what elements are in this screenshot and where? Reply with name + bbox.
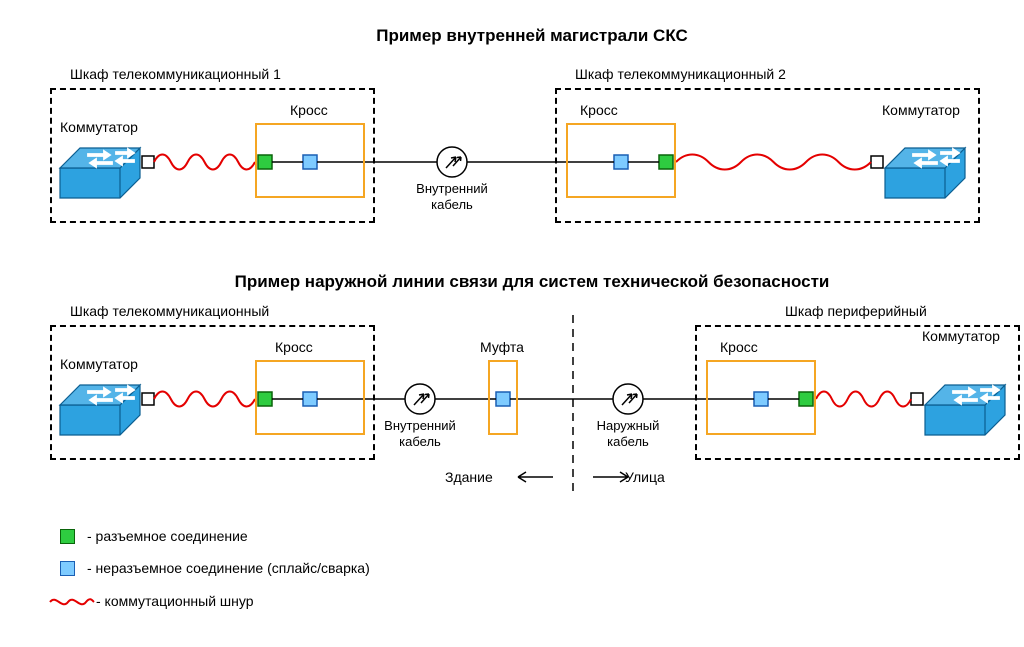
cross-1-1-label: Кросс [290,102,328,118]
title-2: Пример наружной линии связи для систем т… [20,272,1024,292]
cabinet-1-2-label: Шкаф телекоммуникационный 2 [575,66,786,82]
cabinet-2-2-label: Шкаф периферийный [785,303,927,319]
cross-1-1 [255,123,365,198]
mufta-box [488,360,518,435]
cross-2-2-label: Кросс [720,339,758,355]
green-square-icon [60,529,75,544]
diagram-root: { "colors": { "black": "#000000", "orang… [20,20,1024,627]
title-1: Пример внутренней магистрали СКС [20,26,1024,46]
legend-1: - разъемное соединение [60,528,248,544]
cable-1-label: Внутренний кабель [412,181,492,212]
switch-2-1-label: Коммутатор [60,356,138,372]
blue-square-icon [60,561,75,576]
mufta-label: Муфта [480,339,524,355]
cross-1-2 [566,123,676,198]
cabinet-2-1-label: Шкаф телекоммуникационный [70,303,269,319]
cable-2a-label: Внутренний кабель [380,418,460,449]
legend-2-text: - неразъемное соединение (сплайс/сварка) [87,560,370,576]
switch-2-2-label: Коммутатор [922,328,1000,344]
red-wave-icon [48,592,96,610]
cable-2b-label: Наружный кабель [588,418,668,449]
legend-3: - коммутационный шнур [48,592,254,610]
street-label: Улица [625,469,665,485]
switch-1-2-label: Коммутатор [882,102,960,118]
building-label: Здание [445,469,493,485]
legend-1-text: - разъемное соединение [87,528,248,544]
cross-1-2-label: Кросс [580,102,618,118]
cross-2-2 [706,360,816,435]
cross-2-1 [255,360,365,435]
switch-1-1-label: Коммутатор [60,119,138,135]
cross-2-1-label: Кросс [275,339,313,355]
cabinet-1-1-label: Шкаф телекоммуникационный 1 [70,66,281,82]
legend-2: - неразъемное соединение (сплайс/сварка) [60,560,370,576]
